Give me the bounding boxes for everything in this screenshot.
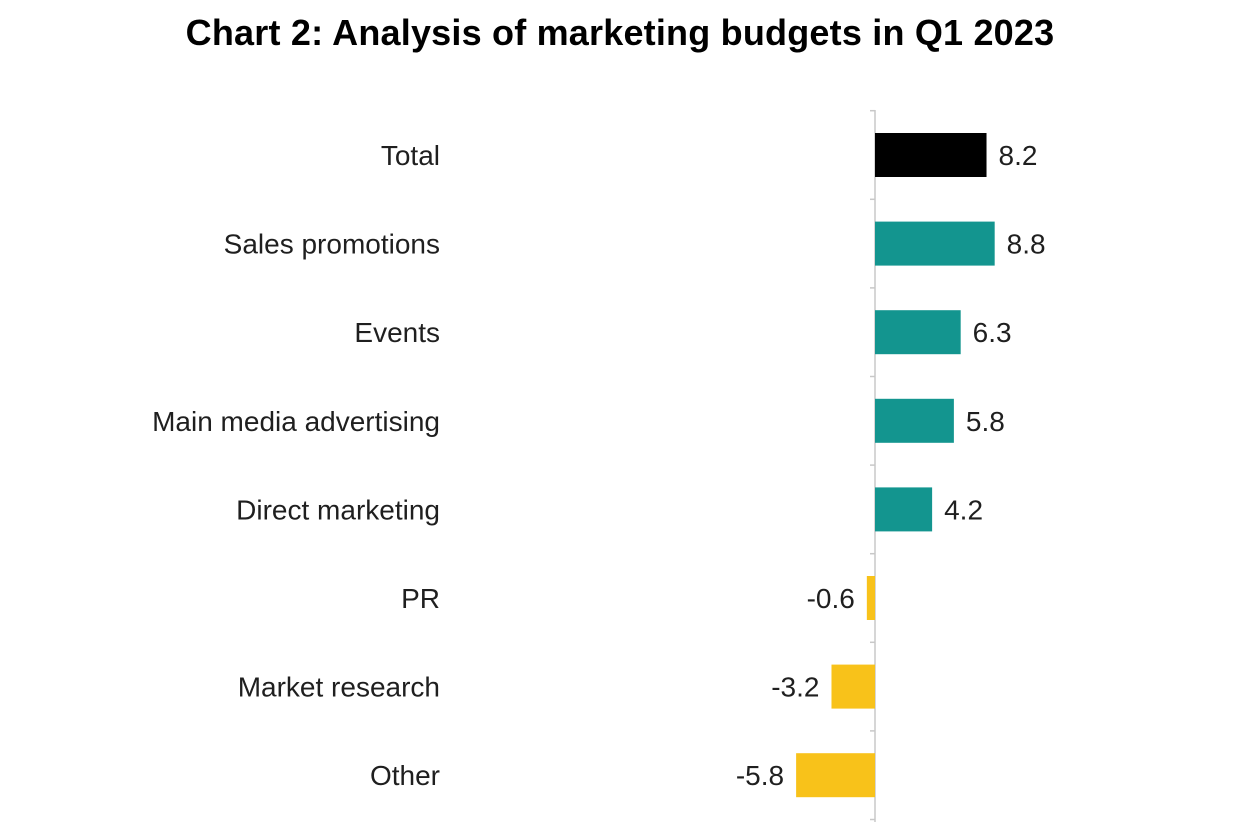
category-label: Sales promotions — [224, 229, 440, 260]
bars-layer — [796, 133, 995, 798]
chart-title: Chart 2: Analysis of marketing budgets i… — [185, 12, 1055, 53]
category-label: Market research — [238, 672, 440, 703]
data-label: 8.8 — [1007, 229, 1046, 260]
data-label: 4.2 — [944, 494, 983, 525]
bar — [875, 221, 995, 266]
data-label: 5.8 — [966, 406, 1005, 437]
bar — [875, 398, 954, 443]
category-label: Main media advertising — [152, 406, 440, 437]
bar — [875, 487, 933, 532]
axis-layer — [870, 109, 876, 822]
bar — [796, 753, 875, 798]
labels-layer: Total 8.2 Sales promotions 8.8 Events 6.3 Main… — [152, 140, 1046, 791]
bar — [831, 664, 875, 709]
bar — [875, 310, 961, 355]
category-label: Direct marketing — [236, 494, 440, 525]
data-label: -3.2 — [771, 672, 819, 703]
category-label: Other — [370, 760, 440, 791]
bar — [866, 576, 875, 620]
data-label: 8.2 — [999, 140, 1038, 171]
category-label: PR — [401, 583, 440, 614]
data-label: 6.3 — [973, 317, 1012, 348]
category-label: Total — [381, 140, 440, 171]
data-label: -0.6 — [807, 583, 855, 614]
bar — [875, 133, 987, 177]
data-label: -5.8 — [736, 760, 784, 791]
category-label: Events — [354, 317, 440, 348]
